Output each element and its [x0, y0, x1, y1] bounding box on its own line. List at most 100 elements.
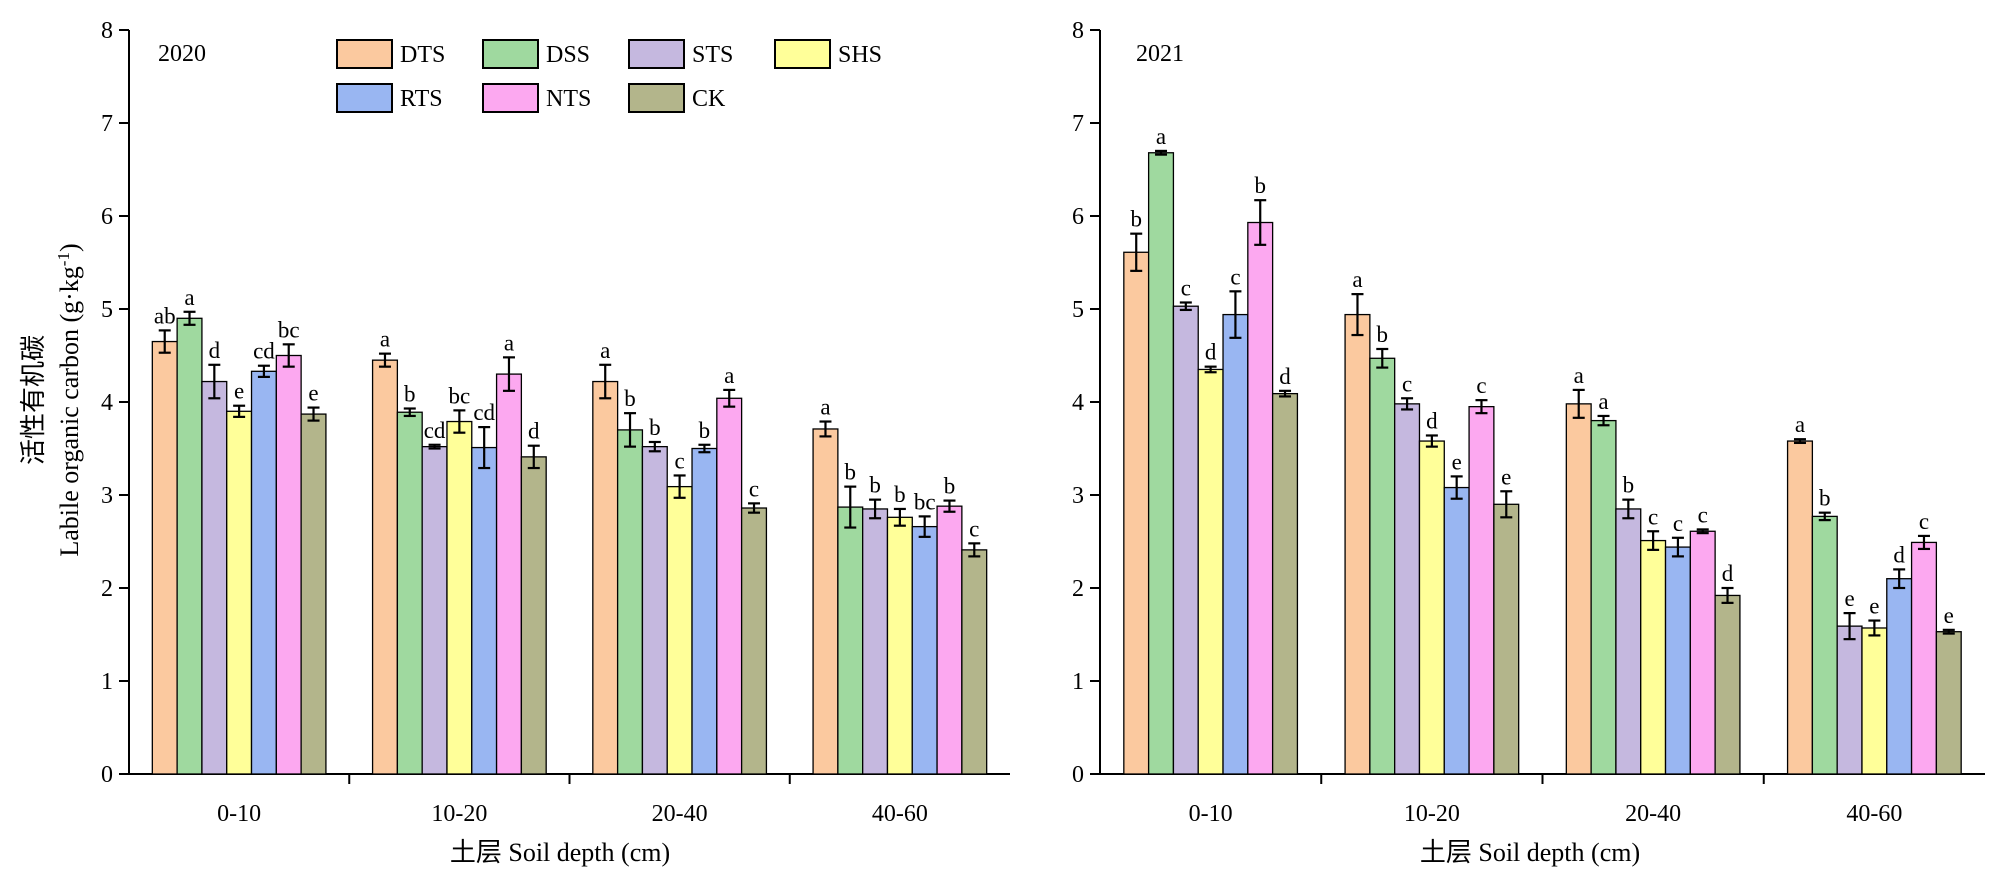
bar — [716, 397, 743, 775]
bar — [1786, 440, 1814, 775]
x-tick-label: 20-40 — [652, 801, 708, 827]
significance-label: c — [1919, 509, 1929, 534]
y-tick-label: 5 — [1072, 297, 1084, 323]
significance-label: a — [1574, 363, 1584, 388]
significance-label: cd — [424, 418, 446, 443]
bar — [812, 428, 839, 775]
y-tick-label: 6 — [1072, 204, 1084, 230]
legend-swatch — [482, 83, 539, 113]
panel-2020: 2020 0123456780-10abadecdbce10-20abcdbcc… — [19, 18, 1010, 867]
significance-label: e — [1452, 449, 1462, 474]
y-tick-label: 6 — [101, 204, 113, 230]
significance-label: d — [528, 419, 540, 444]
x-tick-label: 10-20 — [431, 801, 487, 827]
bar — [1811, 515, 1838, 775]
bar — [421, 445, 448, 775]
bar — [1689, 530, 1716, 775]
bar — [1271, 392, 1299, 775]
significance-label: a — [504, 330, 514, 355]
significance-label: a — [1795, 412, 1805, 437]
bar — [300, 413, 327, 775]
bar — [396, 411, 423, 775]
y-tick-label: 7 — [101, 111, 113, 137]
bar — [691, 447, 718, 775]
significance-label: b — [869, 473, 881, 498]
bar — [1147, 152, 1175, 775]
significance-label: e — [1844, 586, 1854, 611]
panel-label: 2021 — [1136, 41, 1184, 67]
significance-label: a — [1352, 267, 1362, 292]
significance-label: d — [1893, 542, 1905, 567]
y-axis-title-cn: 活性有机碳 — [19, 335, 48, 465]
bar — [275, 354, 302, 775]
bar — [371, 359, 399, 775]
bar — [1886, 578, 1913, 775]
x-tick-label: 20-40 — [1625, 801, 1681, 827]
bar — [1443, 486, 1470, 775]
significance-label: c — [1648, 504, 1658, 529]
x-tick-label: 0-10 — [217, 801, 261, 827]
bar — [250, 370, 277, 775]
bar — [1369, 357, 1396, 775]
significance-label: b — [1130, 207, 1142, 232]
bar — [837, 506, 864, 775]
y-tick-label: 0 — [1072, 762, 1084, 788]
significance-label: cd — [253, 339, 275, 364]
bar — [641, 445, 668, 775]
x-axis-title: 土层 Soil depth (cm) — [450, 838, 670, 867]
bar — [1910, 541, 1938, 775]
legend-swatch — [336, 39, 393, 69]
bar — [1394, 403, 1421, 775]
significance-label: d — [1426, 408, 1438, 433]
y-tick-label: 3 — [101, 483, 113, 509]
bar — [1247, 221, 1274, 775]
x-tick-label: 40-60 — [1846, 801, 1902, 827]
legend-label: RTS — [400, 86, 443, 112]
significance-label: d — [1722, 561, 1734, 586]
bar — [1640, 539, 1667, 775]
significance-label: a — [184, 285, 194, 310]
bar — [1935, 631, 1962, 775]
significance-label: a — [600, 338, 610, 363]
bar — [446, 420, 473, 775]
y-axis-title: Labile organic carbon (g·kg-1) — [54, 243, 85, 556]
bar — [1123, 251, 1150, 775]
bar — [666, 485, 693, 775]
bar — [471, 446, 498, 775]
significance-label: cd — [473, 400, 495, 425]
bar — [911, 525, 938, 775]
bar — [495, 373, 523, 775]
y-tick-label: 4 — [101, 390, 113, 416]
bar — [936, 505, 963, 775]
bar — [616, 429, 644, 775]
bar — [1836, 625, 1863, 775]
significance-label: b — [845, 460, 857, 485]
x-tick-label: 40-60 — [872, 801, 928, 827]
bar — [1590, 419, 1617, 775]
bar — [1493, 503, 1520, 775]
significance-label: c — [1673, 511, 1683, 536]
bar — [740, 507, 768, 775]
bar — [1222, 313, 1249, 775]
x-tick-label: 0-10 — [1189, 801, 1233, 827]
bar — [226, 410, 253, 775]
significance-label: c — [1476, 373, 1486, 398]
significance-label: c — [749, 476, 759, 501]
bar — [862, 508, 889, 775]
significance-label: bc — [914, 489, 936, 514]
plot-area: 0123456780-10abadecdbce10-20abcdbccdad20… — [101, 18, 1010, 827]
significance-label: c — [969, 516, 979, 541]
bar — [1418, 440, 1445, 775]
bar — [1664, 546, 1691, 775]
y-tick-label: 4 — [1072, 390, 1084, 416]
legend-label: DTS — [400, 42, 445, 68]
significance-label: b — [894, 482, 906, 507]
significance-label: e — [234, 379, 244, 404]
significance-label: a — [380, 327, 390, 352]
bar — [1197, 368, 1224, 775]
legend: DTS DSS STS SHS RTS NTS CK — [336, 39, 882, 113]
significance-label: a — [1156, 124, 1166, 149]
panel-2021: 2021 0123456780-10bacdcbd10-20abcdece20-… — [1072, 18, 1985, 867]
